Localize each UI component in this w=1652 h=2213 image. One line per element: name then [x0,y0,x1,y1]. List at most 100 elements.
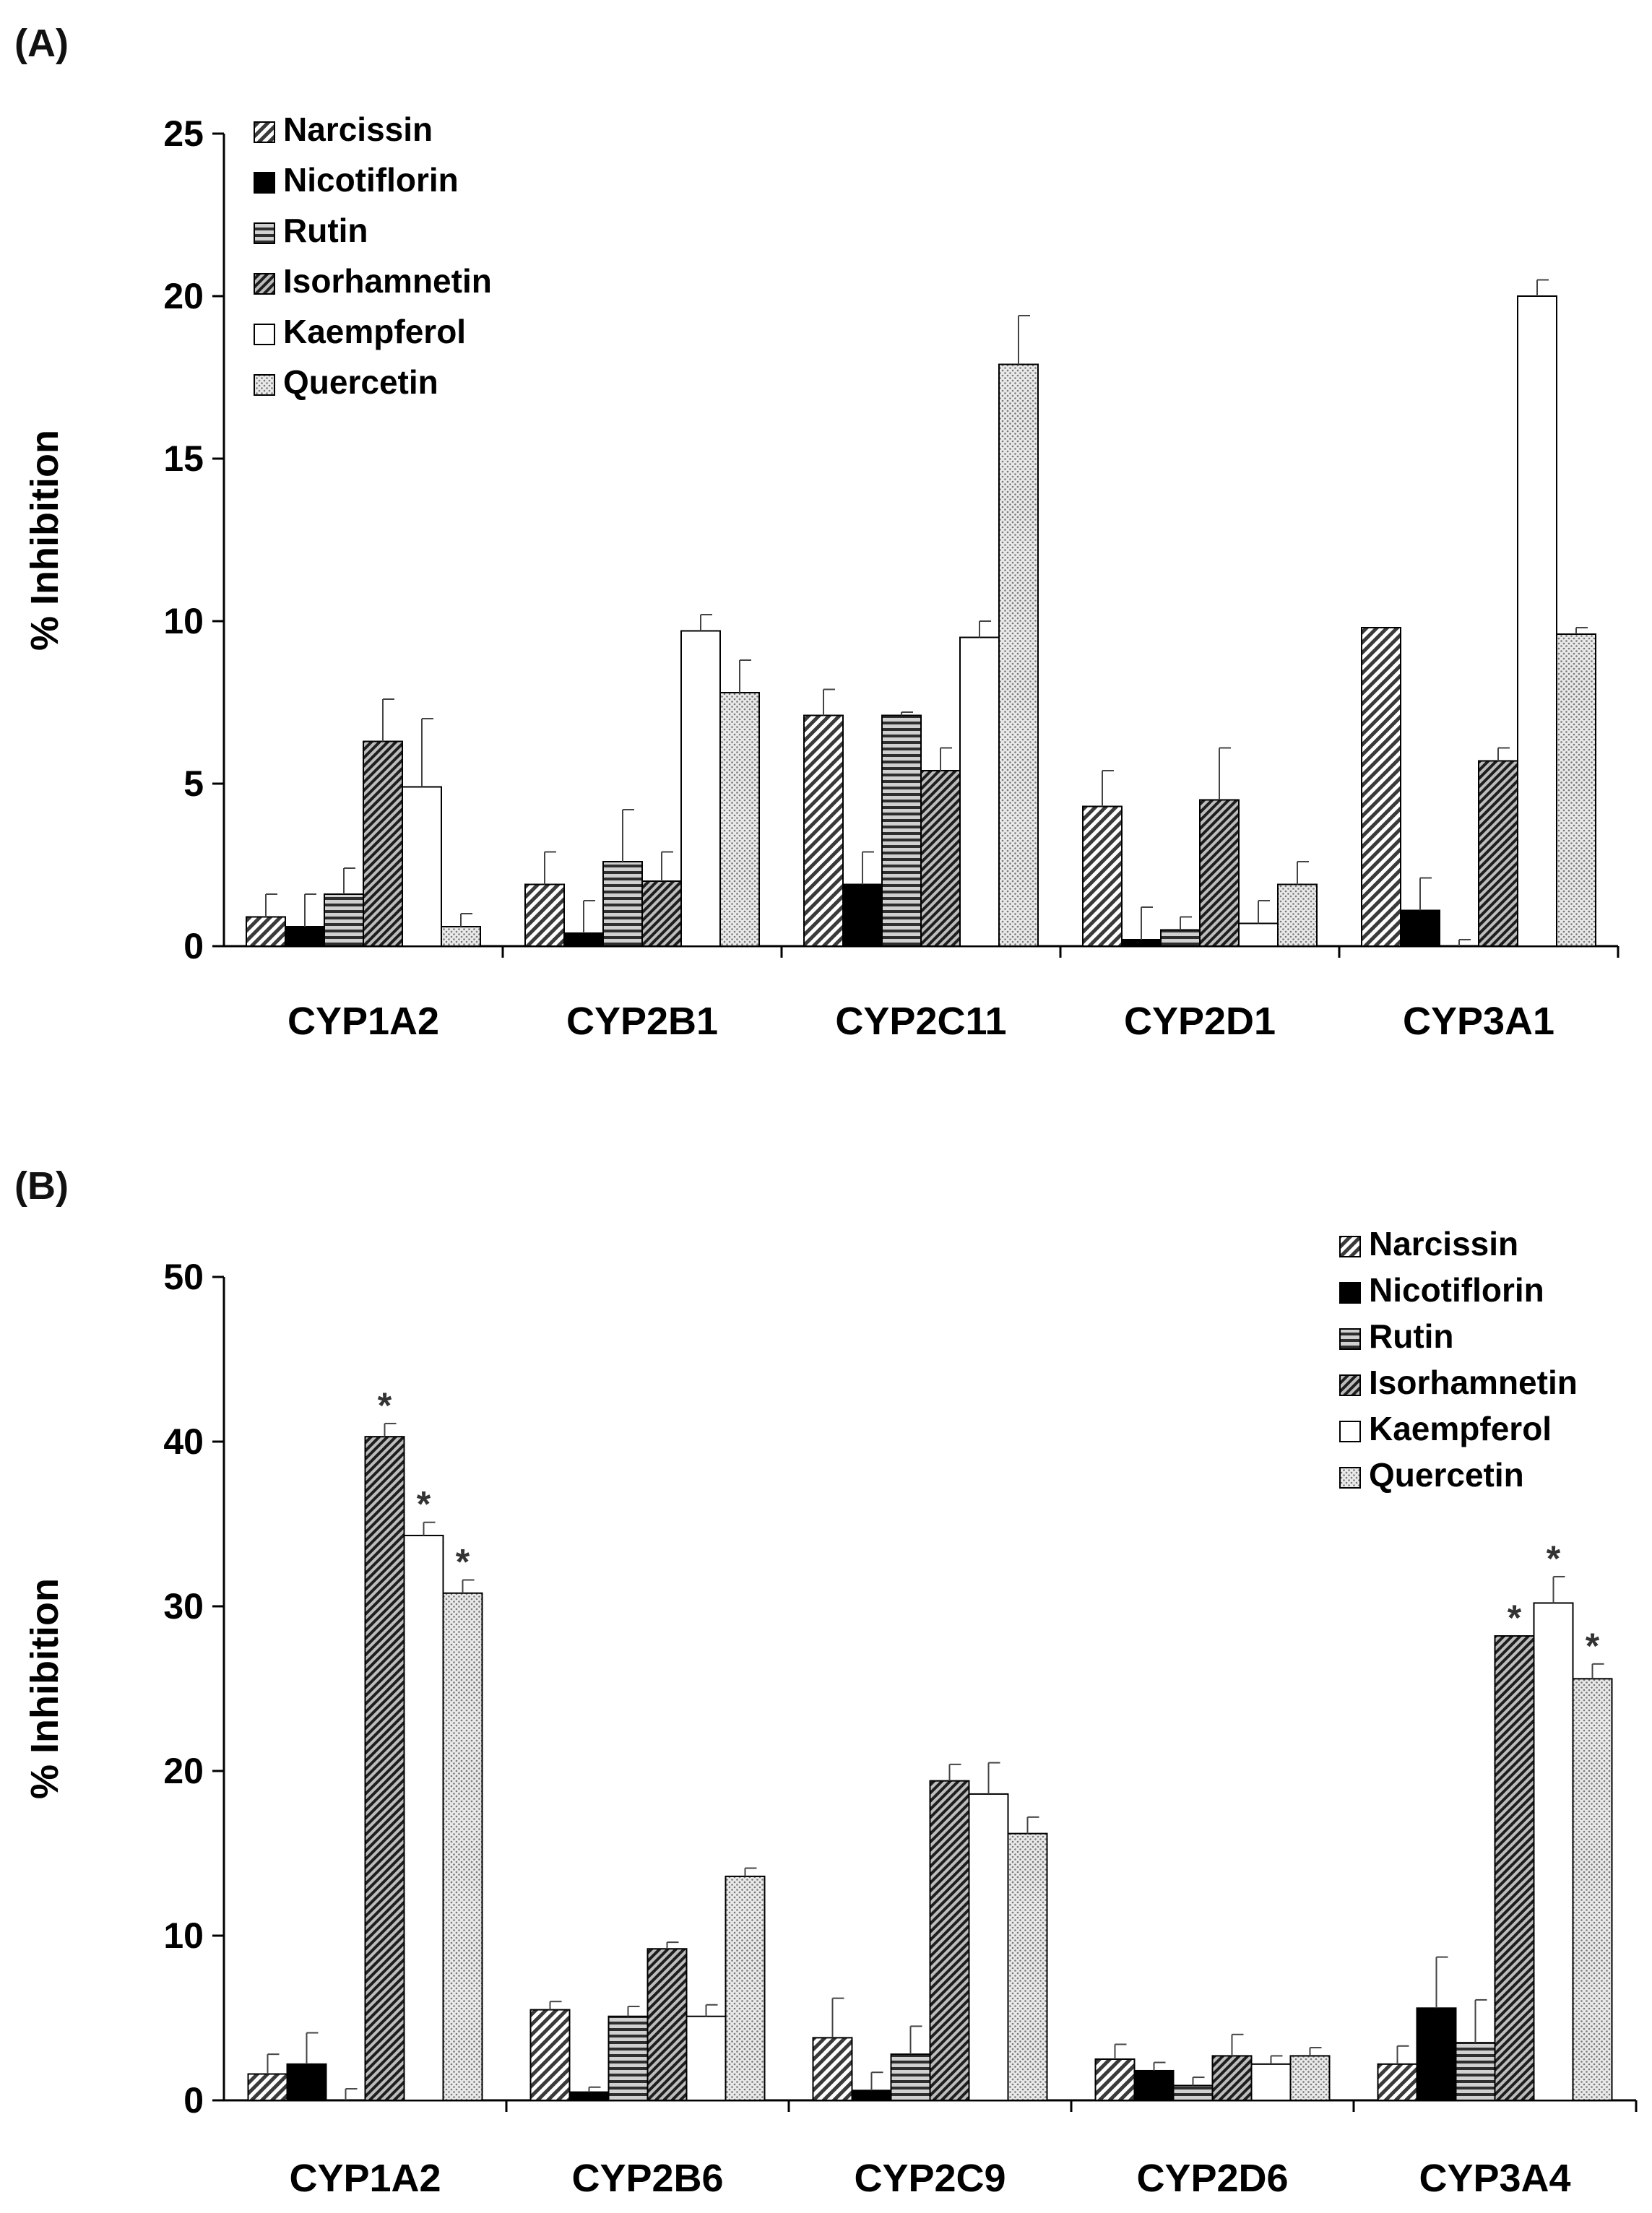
bar-rutin [602,861,643,947]
legend-label: Isorhamnetin [1369,1364,1578,1401]
legend-label: Nicotiflorin [283,161,459,199]
significance-marker: * [417,1484,431,1525]
bar-quercetin [442,1592,483,2101]
legend-swatch [1339,1421,1361,1442]
legend-label: Narcissin [283,111,433,148]
bar-quercetin [719,692,760,947]
bar-isorhamnetin [1199,799,1240,947]
y-tick-label: 40 [163,1421,204,1462]
bar-nicotiflorin [1121,939,1162,947]
legend-label: Isorhamnetin [283,262,492,300]
legend-swatch [1339,1374,1361,1396]
bar-kaempferol [402,786,442,947]
bar-rutin [890,2053,931,2101]
legend-swatch [1339,1282,1361,1304]
bar-quercetin [1572,1678,1613,2102]
y-tick-label: 10 [163,1915,204,1956]
y-tick-label: 5 [183,763,204,804]
bar-isorhamnetin [364,1436,405,2102]
y-tick-label: 10 [163,601,204,641]
bar-isorhamnetin [646,1948,688,2101]
legend-swatch [1339,1467,1361,1489]
bar-narcissin [812,2037,853,2102]
significance-marker: * [1508,1598,1522,1638]
panel-label: (A) [14,22,69,65]
bar-kaempferol [1533,1602,1574,2101]
legend-swatch [254,273,275,295]
bar-narcissin [803,714,844,947]
bar-narcissin [1082,805,1123,947]
x-category-label: CYP2D6 [1136,2157,1288,2200]
legend-swatch [254,172,275,194]
significance-marker: * [456,1542,470,1582]
bar-narcissin [1094,2058,1136,2101]
legend-swatch [1339,1328,1361,1350]
bar-kaempferol [403,1534,444,2101]
bar-narcissin [529,2009,571,2102]
bar-rutin [1160,929,1201,947]
legend-label: Rutin [1369,1317,1454,1355]
y-axis-label: % Inhibition [23,430,66,651]
y-tick-label: 0 [183,926,204,966]
bar-isorhamnetin [1494,1635,1535,2102]
bar-rutin [324,893,364,947]
x-category-label: CYP1A2 [289,2157,441,2200]
bar-isorhamnetin [920,770,961,947]
bar-quercetin [998,363,1039,947]
bar-quercetin [1556,633,1596,947]
legend-swatch [254,121,275,143]
x-category-label: CYP1A2 [287,1000,439,1043]
y-tick-label: 50 [163,1257,204,1297]
legend-label: Nicotiflorin [1369,1271,1544,1309]
bar-rutin [1172,2084,1214,2101]
legend-label: Kaempferol [1369,1410,1552,1447]
bar-nicotiflorin [563,932,604,947]
x-category-label: CYP3A1 [1403,1000,1554,1043]
x-category-label: CYP2B6 [571,2157,723,2200]
legend-label: Narcissin [1369,1225,1518,1263]
significance-marker: * [1547,1538,1561,1579]
y-axis-label: % Inhibition [23,1578,66,1799]
legend-swatch [254,374,275,396]
x-category-label: CYP2B1 [566,1000,718,1043]
legend-swatch [254,324,275,345]
bar-narcissin [1361,627,1401,947]
x-category-label: CYP2D1 [1124,1000,1276,1043]
bar-nicotiflorin [568,2091,610,2102]
y-tick-label: 25 [163,113,204,154]
chart-panel-1: (B) % Inhibition 0 10 20 30 40 50 CYP1A2 * * * CYP2B… [14,1164,1638,2200]
bar-nicotiflorin [842,883,883,947]
legend-label: Kaempferol [283,313,466,350]
bar-nicotiflorin [286,2063,327,2102]
bar-narcissin [247,2073,288,2102]
x-category-label: CYP2C9 [854,2157,1006,2200]
legend-label: Quercetin [1369,1456,1524,1494]
bar-isorhamnetin [641,880,682,947]
bar-nicotiflorin [285,926,325,947]
y-tick-label: 30 [163,1586,204,1627]
bar-rutin [1455,2042,1496,2101]
x-category-label: CYP3A4 [1419,2157,1570,2200]
x-category-label: CYP2C11 [835,1000,1006,1043]
y-tick-label: 15 [163,438,204,479]
bar-quercetin [725,1875,766,2101]
significance-marker: * [378,1385,392,1426]
bar-quercetin [441,926,481,947]
bar-isorhamnetin [1478,760,1518,947]
panel-label: (B) [14,1164,69,1208]
bar-kaempferol [1517,295,1557,947]
bar-kaempferol [968,1793,1009,2101]
legend-label: Rutin [283,212,368,249]
chart-panel-0: (A) % Inhibition 0 5 10 15 20 25 CYP1A2 CYP2B1 CYP… [14,22,1619,1043]
significance-marker: * [1586,1626,1600,1666]
bar-isorhamnetin [929,1780,970,2101]
bar-rutin [881,714,922,947]
bar-narcissin [246,916,286,947]
bar-nicotiflorin [1416,2007,1457,2102]
bar-kaempferol [680,630,721,947]
bar-nicotiflorin [1400,909,1440,947]
bar-nicotiflorin [1133,2069,1175,2101]
bar-narcissin [1377,2063,1418,2102]
y-tick-label: 20 [163,276,204,316]
